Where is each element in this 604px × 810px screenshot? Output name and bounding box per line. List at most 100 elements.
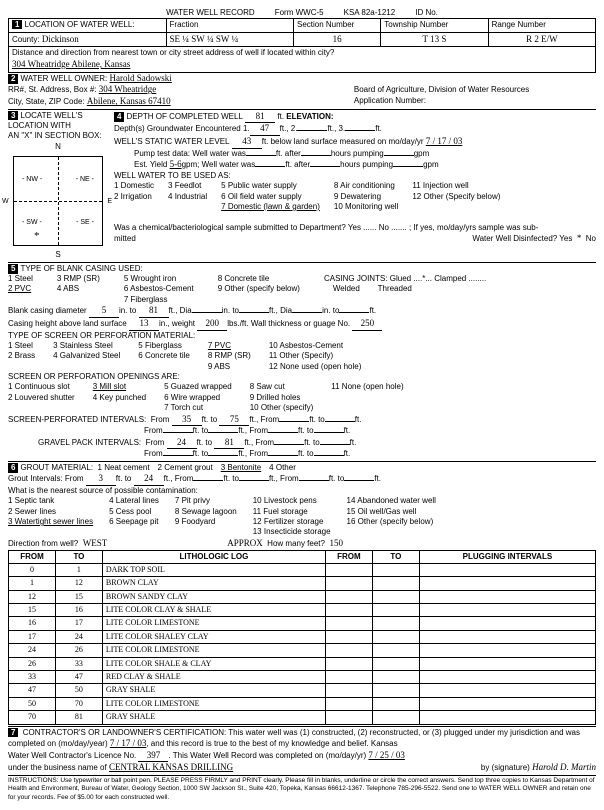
c4b: 9 Other (specify below) — [218, 284, 300, 293]
section5: 5TYPE OF BLANK CASING USED: — [8, 264, 596, 274]
sc5c: 12 None used (open hole) — [269, 362, 362, 371]
sit: ft. to — [202, 415, 218, 425]
sec5-num: 5 — [8, 264, 18, 274]
c1b: 2 PVC — [8, 284, 31, 293]
th1: TO — [55, 550, 102, 563]
sif: From — [151, 415, 170, 425]
addr: 304 Wheatridge — [99, 84, 157, 94]
height-label: Casing height above land surface — [8, 319, 127, 329]
cell: 12 — [9, 590, 56, 603]
joints3: Threaded — [378, 284, 412, 293]
hours: hours pumping — [331, 149, 384, 159]
title: WATER WELL RECORD — [166, 8, 255, 18]
sec3-num: 3 — [8, 111, 18, 120]
est-label: Est. Yield — [134, 160, 167, 170]
cell — [419, 604, 595, 617]
board: Board of Agriculture, Division of Water … — [354, 85, 529, 94]
cell — [325, 590, 372, 603]
cell: 0 — [9, 563, 56, 576]
ft: ft. — [277, 112, 284, 122]
gpft: ft. to — [304, 438, 320, 448]
sc4a: 7 PVC — [208, 341, 231, 350]
date2: 7 / 25 / 03 — [368, 750, 405, 762]
form-no: Form WWC-5 — [275, 8, 324, 18]
cell: 70 — [55, 697, 102, 710]
dist-row: Distance and direction from nearest town… — [8, 47, 596, 72]
sife: ft. — [355, 415, 362, 425]
cell: LITE COLOR SHALEY CLAY — [102, 630, 325, 643]
cell — [325, 644, 372, 657]
cell: 50 — [55, 684, 102, 697]
n4d: 13 Insecticide storage — [253, 527, 331, 536]
op4a: 8 Saw cut — [250, 382, 285, 391]
sec1-num: 1 — [12, 20, 22, 29]
table-row: 1724LITE COLOR SHALEY CLAY — [9, 630, 596, 643]
th3: FROM — [325, 550, 372, 563]
completed: completed on (mo/day/year) — [8, 739, 108, 749]
cell — [419, 697, 595, 710]
th5: PLUGGING INTERVALS — [419, 550, 595, 563]
op5a: 11 None (open hole) — [331, 382, 403, 391]
cell — [372, 604, 419, 617]
cell — [325, 711, 372, 724]
cell: 16 — [55, 604, 102, 617]
cell: RED CLAY & SHALE — [102, 671, 325, 684]
gpt2: ft. to — [193, 449, 209, 459]
use2: 2 Irrigation — [114, 192, 152, 201]
cell: 47 — [55, 671, 102, 684]
d1: 47 — [250, 123, 280, 136]
cell: LITE COLOR CLAY & SHALE — [102, 604, 325, 617]
weight: 200 — [197, 318, 227, 331]
est: 5-6 — [170, 159, 182, 171]
cell — [372, 617, 419, 630]
cell — [419, 590, 595, 603]
cell: 81 — [55, 711, 102, 724]
county: Dickinson — [42, 34, 79, 44]
section2: 2 WATER WELL OWNER: Harold Sadowski — [8, 73, 596, 85]
joints: CASING JOINTS: Glued ....*... Clamped ..… — [324, 274, 486, 283]
cell: 15 — [55, 590, 102, 603]
ft2: ft., Dia — [269, 306, 292, 316]
cell: 1 — [9, 577, 56, 590]
hours2: hours pumping — [340, 160, 393, 170]
section: 16 — [294, 33, 381, 47]
dist-label: Distance and direction from nearest town… — [12, 48, 334, 57]
sift2: ft. to — [298, 426, 314, 436]
static: 43 — [232, 136, 262, 149]
c2b: 4 ABS — [57, 284, 79, 293]
cell: 70 — [9, 711, 56, 724]
no: No — [586, 234, 596, 244]
cell: LITE COLOR LIMESTONE — [102, 617, 325, 630]
static-tail: ft. below land surface measured on mo/da… — [262, 137, 424, 147]
pump-label: Pump test data: Well water was — [134, 149, 246, 159]
in: in. to — [222, 306, 239, 316]
cell: 1 — [55, 563, 102, 576]
chem: Was a chemical/bacteriological sample su… — [114, 223, 596, 233]
cell — [325, 684, 372, 697]
c4a: 8 Concrete tile — [218, 274, 270, 283]
th4: TO — [372, 550, 419, 563]
appno: Application Number: — [354, 96, 426, 105]
table-row: 01DARK TOP SOIL — [9, 563, 596, 576]
op4b: 9 Drilled holes — [250, 393, 301, 402]
ftdia: ft., Dia — [169, 306, 192, 316]
joints2: Welded — [333, 284, 360, 293]
gpf: From — [146, 438, 165, 448]
cell — [325, 671, 372, 684]
op4c: 10 Other (specify) — [250, 403, 314, 412]
sc5a: 10 Asbestos-Cement — [269, 341, 343, 350]
gpft2: ft. to — [298, 449, 314, 459]
approx: APPROX — [227, 538, 263, 550]
c3a: 5 Wrought iron — [124, 274, 176, 283]
cell — [372, 657, 419, 670]
depth: 81 — [245, 111, 275, 124]
diam: 5 — [89, 305, 119, 318]
op3b: 6 Wire wrapped — [164, 393, 220, 402]
sif2: From — [144, 426, 163, 436]
table-row: 3347RED CLAY & SHALE — [9, 671, 596, 684]
gp1f: 24 — [167, 437, 197, 450]
addr-row: RR#, St. Address, Box #: 304 Wheatridge … — [8, 84, 596, 107]
biz: CENTRAL KANSAS DRILLING — [109, 762, 233, 774]
ft3: ft. — [369, 306, 376, 316]
owner: Harold Sadowski — [110, 73, 172, 85]
